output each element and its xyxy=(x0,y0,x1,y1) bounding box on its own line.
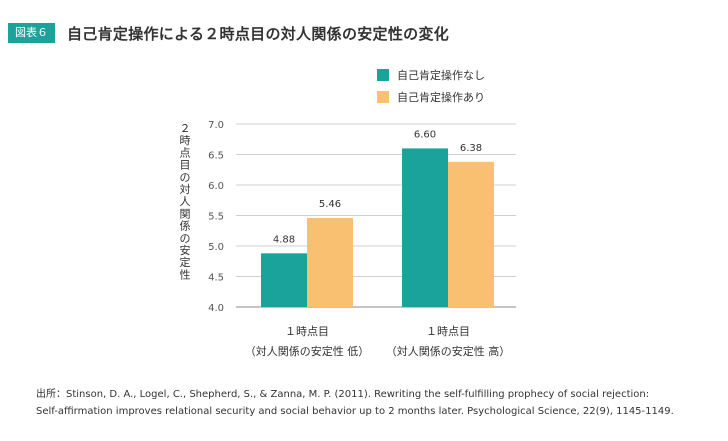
source-citation: 出所：Stinson, D. A., Logel, C., Shepherd, … xyxy=(36,386,716,420)
chart-title: 自己肯定操作による２時点目の対人関係の安定性の変化 xyxy=(67,24,450,43)
y-axis-title-char: の xyxy=(180,232,191,245)
data-label: 6.60 xyxy=(414,129,436,140)
bar-no-affirmation xyxy=(261,253,307,307)
y-tick-label: 7.0 xyxy=(208,120,224,131)
data-label: 5.46 xyxy=(319,199,341,210)
category-label: １時点目 xyxy=(285,325,329,338)
data-label: 4.88 xyxy=(273,234,295,245)
y-axis-title-char: 点 xyxy=(180,146,191,159)
data-labels: 4.88 6.60 5.46 6.38 xyxy=(273,129,482,245)
source-line-1: 出所：Stinson, D. A., Logel, C., Shepherd, … xyxy=(36,389,650,400)
y-axis-title-char: 関 xyxy=(180,207,191,220)
y-axis-title-char: 安 xyxy=(180,243,191,257)
category-sublabel: （対人関係の安定性 低） xyxy=(245,344,370,358)
y-tick-label: 5.5 xyxy=(208,212,224,223)
bar-no-affirmation xyxy=(402,148,448,307)
y-axis-title-char: の xyxy=(180,171,191,184)
bar-affirmation xyxy=(307,217,353,307)
legend-swatch xyxy=(377,69,389,81)
bars xyxy=(261,148,494,307)
legend-swatch xyxy=(377,91,389,103)
y-axis-title-char: 対 xyxy=(180,182,191,196)
y-axis-title-char: 定 xyxy=(180,255,191,269)
y-tick-label: 4.0 xyxy=(208,303,224,314)
y-tick-label: 4.5 xyxy=(208,273,224,284)
y-axis-title-char: 人 xyxy=(180,195,191,208)
x-axis: １時点目 （対人関係の安定性 低） １時点目 （対人関係の安定性 高） xyxy=(245,325,511,358)
category-label: １時点目 xyxy=(426,325,470,338)
y-axis-title-char: 時 xyxy=(180,134,191,147)
category-sublabel: （対人関係の安定性 高） xyxy=(386,344,511,358)
y-tick-label: 5.0 xyxy=(208,242,224,253)
y-axis-title-char: 性 xyxy=(180,267,191,281)
source-line-2: Self-affirmation improves relational sec… xyxy=(36,406,674,417)
legend-label: 自己肯定操作あり xyxy=(397,90,485,104)
y-tick-label: 6.0 xyxy=(208,181,224,192)
bar-affirmation xyxy=(448,161,494,307)
y-axis-title-char: 係 xyxy=(180,220,191,233)
legend-label: 自己肯定操作なし xyxy=(397,68,485,82)
y-axis-title: ２時点目の対人関係の安定性 xyxy=(180,122,191,281)
data-label: 6.38 xyxy=(460,143,482,154)
y-axis-title-char: 目 xyxy=(180,159,191,172)
figure-badge: 図表６ xyxy=(8,23,55,43)
figure-header: 図表６ 自己肯定操作による２時点目の対人関係の安定性の変化 xyxy=(8,22,449,44)
y-axis-title-char: ２ xyxy=(180,122,191,135)
y-tick-label: 6.5 xyxy=(208,151,224,162)
bar-chart: 4.0 4.5 5.0 5.5 6.0 6.5 7.0 4.88 6.60 5.46 6.38 １… xyxy=(180,68,516,358)
